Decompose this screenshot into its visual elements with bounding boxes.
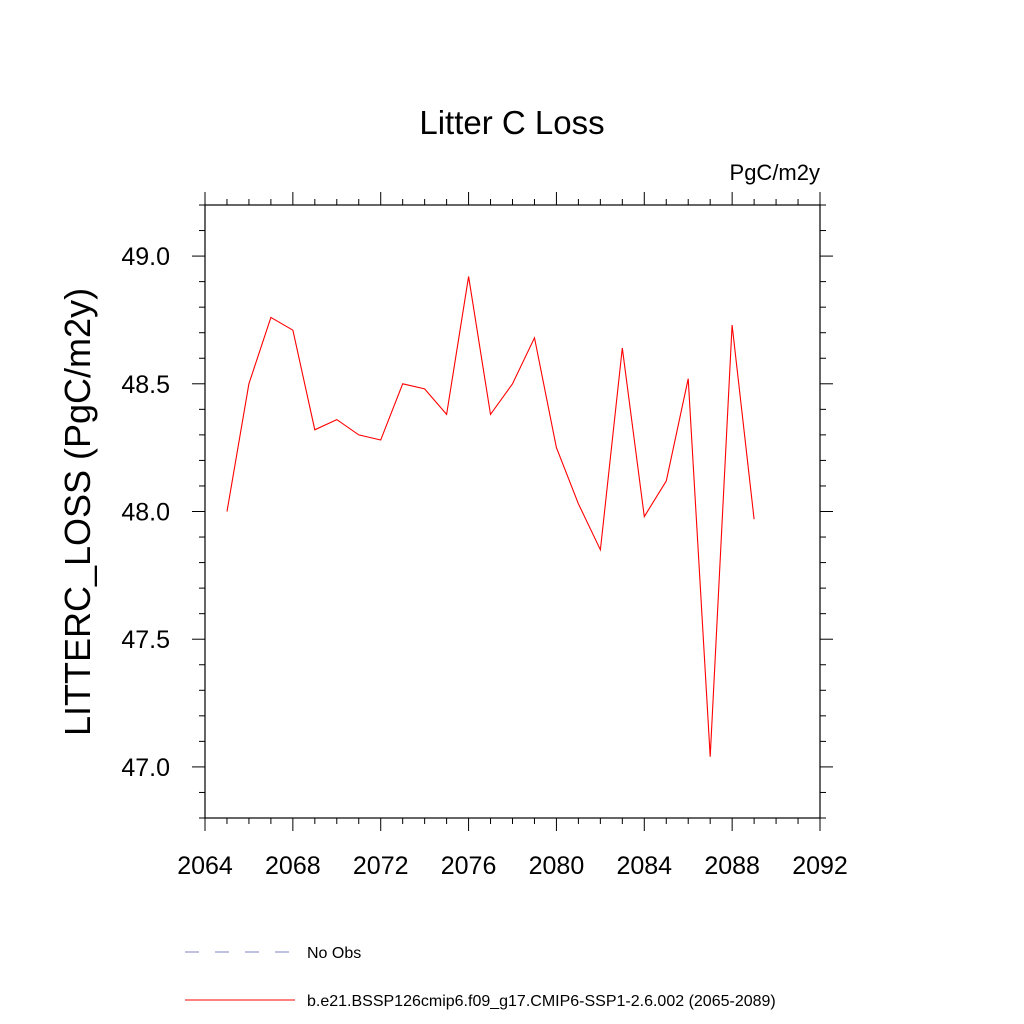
legend-label-no-obs: No Obs [307,945,361,962]
x-tick-label: 2080 [529,852,585,880]
y-tick-label: 48.0 [121,499,170,527]
x-tick-label: 2076 [441,852,497,880]
y-tick-label: 48.5 [121,371,170,399]
units-label: PgC/m2y [730,160,820,185]
x-tick-label: 2092 [792,852,848,880]
y-tick-label: 47.0 [121,754,170,782]
x-tick-label: 2072 [353,852,409,880]
y-tick-label: 47.5 [121,626,170,654]
series-line [226,276,755,757]
plot-frame [204,204,821,819]
y-tick-label: 49.0 [121,243,170,271]
axis-ticks [192,192,833,831]
y-tick-labels: 47.0 47.5 48.0 48.5 49.0 [121,243,170,782]
x-tick-label: 2068 [265,852,321,880]
x-tick-label: 2088 [704,852,760,880]
x-tick-label: 2084 [616,852,672,880]
x-tick-labels: 2064 2068 2072 2076 2080 2084 2088 2092 [177,852,848,880]
chart-title: Litter C Loss [419,104,604,141]
y-axis-title: LITTERC_LOSS (PgC/m2y) [57,288,98,736]
legend: No Obs b.e21.BSSP126cmip6.f09_g17.CMIP6-… [185,945,776,1010]
series-group [226,276,755,757]
x-tick-label: 2064 [177,852,233,880]
legend-label-model-run: b.e21.BSSP126cmip6.f09_g17.CMIP6-SSP1-2.… [307,993,776,1010]
